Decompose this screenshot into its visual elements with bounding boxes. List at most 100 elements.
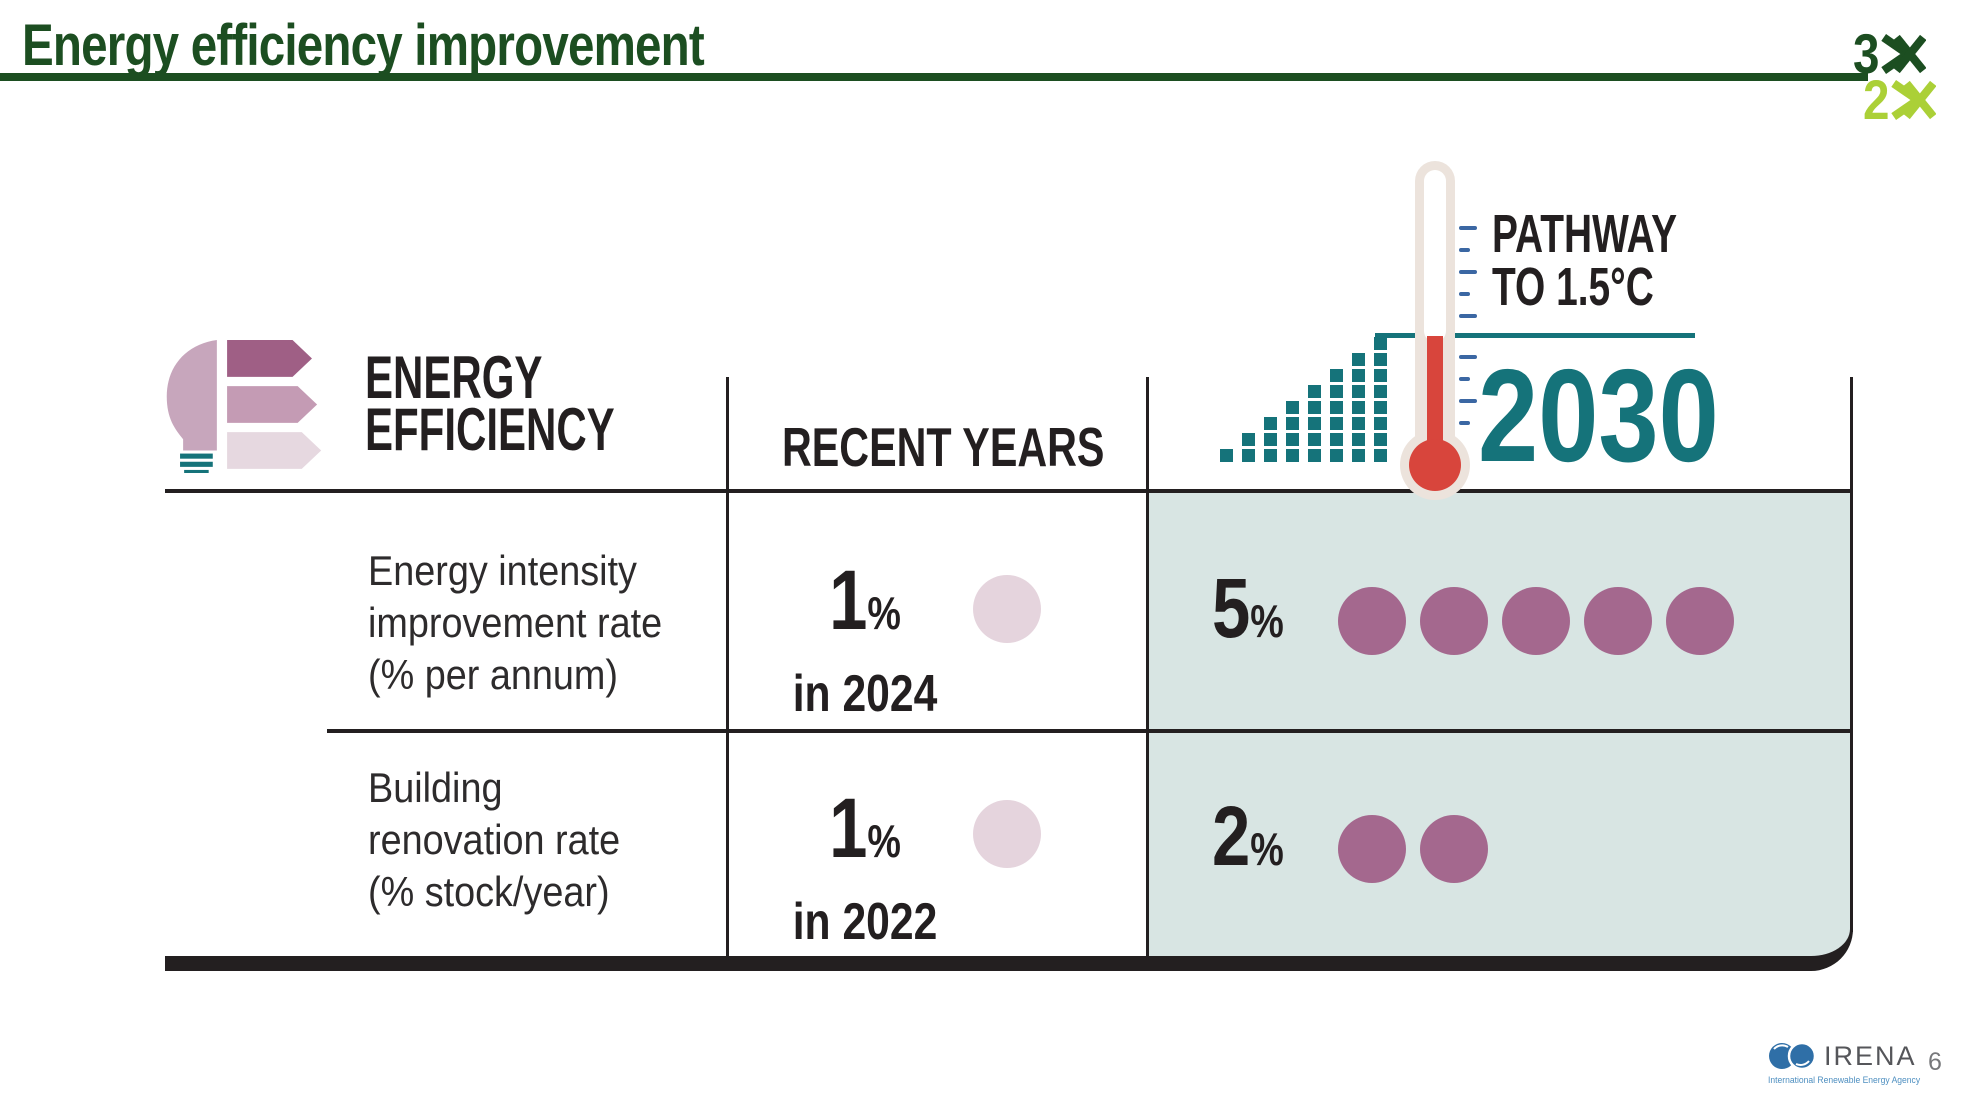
scale-tick <box>1459 399 1477 403</box>
bar-column <box>1286 401 1299 462</box>
thermometer-mercury <box>1427 336 1443 448</box>
progress-dot <box>1420 814 1488 883</box>
row2-recent-caption: in 2022 <box>792 893 938 951</box>
pathway-label-line1: PATHWAY <box>1492 204 1678 264</box>
row1-label: Energy intensity improvement rate (% per… <box>368 545 662 701</box>
row1-recent-digit: 1 <box>829 553 868 647</box>
row1-label-line3: (% per annum) <box>368 651 619 698</box>
thermometer-scale-ticks-lower <box>1459 355 1477 425</box>
col1-header-line1: ENERGY <box>365 344 543 411</box>
logo-3x-number: 3 <box>1853 22 1880 85</box>
scale-tick <box>1459 355 1477 359</box>
bar-square <box>1264 449 1277 462</box>
bar-square <box>1286 433 1299 446</box>
row1-target-digit: 5 <box>1212 561 1251 655</box>
bar-square <box>1286 417 1299 430</box>
row2-label: Building renovation rate (% stock/year) <box>368 762 620 918</box>
row1-recent-value: 1% in 2024 <box>775 558 955 720</box>
x-arrow-icon <box>1891 80 1937 120</box>
bar-square <box>1374 385 1387 398</box>
row1-target-value: 5% <box>1212 566 1734 675</box>
irena-tagline: International Renewable Energy Agency <box>1768 1075 1921 1085</box>
progress-dot <box>1502 586 1570 655</box>
row1-recent-dot <box>973 575 1041 643</box>
progress-dot <box>1420 586 1488 655</box>
slide-title: Energy efficiency improvement <box>22 13 705 78</box>
scale-tick <box>1459 248 1470 252</box>
table-bottom-bar <box>165 956 1810 971</box>
row2-label-line1: Building <box>368 764 503 811</box>
bar-square <box>1308 417 1321 430</box>
bar-square <box>1374 337 1387 350</box>
irena-logo-top: IRENA <box>1768 1040 1918 1072</box>
table-row-divider <box>327 729 1853 733</box>
progress-dot <box>973 575 1041 643</box>
bar-square <box>1352 417 1365 430</box>
logo-2x-row: 2 <box>1863 72 1937 128</box>
bar-square <box>1374 401 1387 414</box>
bar-square <box>1264 433 1277 446</box>
row1-target-number: 5% <box>1212 566 1315 675</box>
row2-recent-value: 1% in 2022 <box>775 786 955 951</box>
bar-square <box>1352 369 1365 382</box>
rising-bar-chart-icon <box>1220 330 1405 462</box>
logo-3x2x: 3 2 <box>1853 22 1963 130</box>
row2-recent-digit: 1 <box>829 781 868 875</box>
bar-column <box>1220 449 1233 462</box>
bar-square <box>1352 401 1365 414</box>
progress-dot <box>1666 586 1734 655</box>
progress-dot <box>1338 814 1406 883</box>
bar-square <box>1374 353 1387 366</box>
table-column-divider-2 <box>1146 377 1149 960</box>
row1-target-dots <box>1338 586 1734 655</box>
scale-tick <box>1459 421 1470 425</box>
bar-square <box>1330 369 1343 382</box>
thermometer-bulb <box>1409 439 1461 491</box>
row1-label-line2: improvement rate <box>368 599 663 646</box>
table-column-divider-1 <box>726 377 729 960</box>
row2-label-line2: renovation rate <box>368 816 621 863</box>
bar-square <box>1352 433 1365 446</box>
bar-column <box>1308 385 1321 462</box>
row2-target-dots <box>1338 814 1488 883</box>
x-arrow-icon <box>1881 34 1927 74</box>
scale-tick <box>1459 377 1470 381</box>
bar-square <box>1286 401 1299 414</box>
progress-dot <box>973 800 1041 868</box>
row2-target-unit: % <box>1250 823 1284 875</box>
row1-recent-number: 1% <box>791 558 939 665</box>
col1-header-line2: EFFICIENCY <box>365 396 615 463</box>
table-bottom-right-corner <box>1803 921 1853 971</box>
pathway-label: PATHWAY TO 1.5°C <box>1492 204 1678 314</box>
irena-globes-icon <box>1769 1041 1817 1071</box>
irena-logo: IRENA International Renewable Energy Age… <box>1768 1040 1921 1086</box>
bar-square <box>1308 401 1321 414</box>
bar-square <box>1330 385 1343 398</box>
scale-tick <box>1459 314 1477 318</box>
bar-column <box>1242 433 1255 462</box>
bar-column <box>1374 337 1387 462</box>
bar-column <box>1330 369 1343 462</box>
energy-label-bulb-icon <box>166 340 322 473</box>
bar-square <box>1264 417 1277 430</box>
row2-target-value: 2% <box>1212 794 1488 903</box>
row1-recent-unit: % <box>867 587 901 639</box>
bar-square <box>1308 385 1321 398</box>
bar-square <box>1374 449 1387 462</box>
bar-column <box>1352 353 1365 462</box>
thermometer-tube-inner <box>1424 170 1446 342</box>
row2-recent-unit: % <box>867 815 901 867</box>
scale-tick <box>1459 226 1477 230</box>
row1-target-unit: % <box>1250 595 1284 647</box>
row2-recent-dot <box>973 800 1041 868</box>
title-underline <box>0 73 1868 81</box>
row2-recent-number: 1% <box>791 786 939 893</box>
bar-square <box>1242 433 1255 446</box>
bar-square <box>1330 417 1343 430</box>
row2-target-number: 2% <box>1212 794 1315 903</box>
logo-3x-row: 3 <box>1853 22 1927 85</box>
bar-square <box>1374 433 1387 446</box>
bar-square <box>1352 353 1365 366</box>
bar-square <box>1374 417 1387 430</box>
